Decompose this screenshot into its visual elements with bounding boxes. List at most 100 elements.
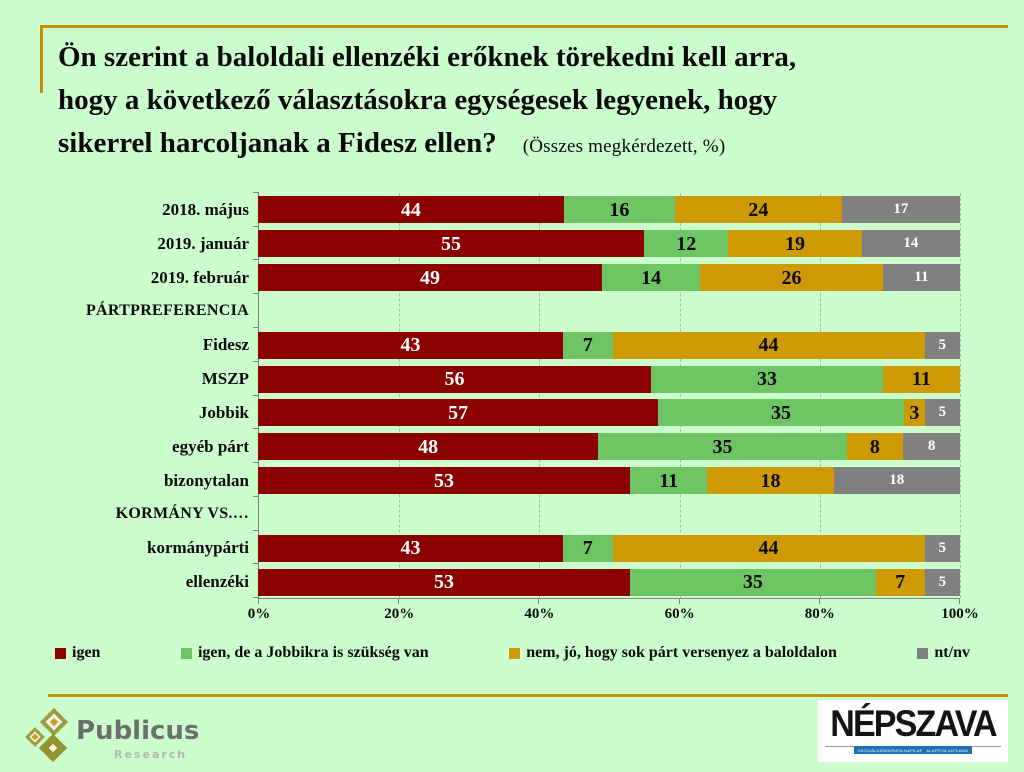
diamond-dot bbox=[49, 717, 59, 727]
publicus-logo: Publicus Research bbox=[14, 707, 214, 764]
x-axis-label: 60% bbox=[664, 606, 695, 622]
bar-value-label: 8 bbox=[869, 435, 880, 458]
bar: 43 7 44 5 bbox=[258, 331, 960, 359]
bar-value-label: 14 bbox=[903, 235, 919, 252]
bar-value-label: 12 bbox=[676, 232, 697, 255]
bar-segment: 55 bbox=[258, 230, 645, 258]
gridline bbox=[539, 193, 541, 598]
bar: 53 35 7 5 bbox=[258, 568, 960, 596]
bar-segment: 12 bbox=[644, 230, 729, 258]
legend-label: igen, de a Jobbikra is szükség van bbox=[197, 644, 429, 661]
bar-segment: 5 bbox=[924, 568, 960, 596]
bar: 44 16 24 17 bbox=[258, 196, 960, 224]
bar-value-label: 17 bbox=[893, 201, 909, 218]
bar-segment: 11 bbox=[882, 264, 960, 292]
chart-row: 2019. január 55 12 19 14 bbox=[0, 227, 960, 261]
title-line-1: Ön szerint a baloldali ellenzéki erőknek… bbox=[58, 41, 797, 73]
bar-value-label: 11 bbox=[659, 469, 679, 492]
bar-segment: 43 bbox=[258, 331, 563, 359]
bar-segment: 53 bbox=[258, 568, 631, 596]
bar-segment: 3 bbox=[903, 399, 925, 427]
bar: 53 11 18 18 bbox=[258, 467, 960, 495]
title-line-3: sikerrel harcoljanak a Fidesz ellen? (Öss… bbox=[58, 122, 1008, 168]
bar-segment: 11 bbox=[630, 467, 708, 495]
bar-value-label: 44 bbox=[400, 198, 421, 221]
category-label: egyéb párt bbox=[172, 436, 249, 456]
publicus-diamond-icon bbox=[39, 707, 69, 737]
gridline bbox=[960, 193, 961, 598]
bar bbox=[258, 501, 960, 528]
nepszava-wordmark: NÉPSZAVA bbox=[830, 703, 997, 744]
bar-value-label: 16 bbox=[609, 198, 630, 221]
x-axis-label: 80% bbox=[804, 606, 835, 622]
bar-segment: 18 bbox=[833, 467, 960, 495]
legend-label: nt/nv bbox=[934, 644, 970, 661]
category-label: bizonytalan bbox=[163, 470, 249, 490]
legend-swatch bbox=[917, 647, 929, 659]
y-axis-tick bbox=[253, 529, 259, 531]
bar-segment: 33 bbox=[651, 365, 883, 393]
bar: 48 35 8 8 bbox=[258, 433, 960, 461]
y-axis-tick bbox=[253, 461, 259, 463]
y-axis-tick bbox=[253, 192, 259, 193]
legend-label: nem, jó, hogy sok párt versenyez a balol… bbox=[526, 644, 837, 661]
bar-value-label: 44 bbox=[758, 334, 779, 357]
bar-value-label: 5 bbox=[938, 573, 947, 590]
bar-value-label: 56 bbox=[444, 368, 465, 391]
bar-value-label: 48 bbox=[418, 435, 439, 458]
bar-value-label: 55 bbox=[441, 232, 462, 255]
legend-swatch bbox=[180, 647, 192, 659]
bar bbox=[258, 298, 960, 325]
section-header-label: KORMÁNY VS.… bbox=[115, 505, 249, 523]
legend-swatch bbox=[55, 647, 66, 659]
bar-segment: 49 bbox=[258, 264, 602, 292]
bar-value-label: 43 bbox=[400, 537, 421, 560]
bar-segment: 14 bbox=[861, 230, 960, 258]
category-label: kormánypárti bbox=[147, 538, 249, 558]
stacked-bar-chart: 0% 20% 40% 60% 80% 100% 2018. május 44 16 24 17 20… bbox=[0, 192, 1008, 663]
x-axis-tick bbox=[538, 599, 540, 604]
bar-value-label: 33 bbox=[756, 368, 777, 391]
bar-value-label: 11 bbox=[911, 368, 931, 391]
bar-value-label: 7 bbox=[895, 571, 906, 594]
bar-value-label: 44 bbox=[758, 537, 779, 560]
bar: 56 33 11 bbox=[258, 365, 960, 393]
y-axis-tick bbox=[253, 428, 259, 430]
bar-value-label: 7 bbox=[582, 334, 593, 357]
category-label: 2018. május bbox=[162, 199, 249, 219]
category-label: 2019. január bbox=[157, 233, 249, 253]
page-title: Ön szerint a baloldali ellenzéki erőknek… bbox=[58, 36, 1008, 168]
bar-segment: 57 bbox=[258, 399, 659, 427]
legend-swatch bbox=[509, 647, 521, 659]
bar-segment: 24 bbox=[675, 196, 842, 224]
category-label: Jobbik bbox=[198, 402, 249, 422]
x-axis-tick bbox=[258, 599, 259, 604]
bar-segment: 19 bbox=[728, 230, 862, 258]
bar-segment: 44 bbox=[258, 196, 564, 224]
gridline bbox=[819, 193, 821, 598]
bottom-accent-line bbox=[48, 694, 1008, 697]
title-note: (Összes megkérdezett, %) bbox=[522, 136, 726, 157]
bar: 57 35 3 5 bbox=[258, 399, 960, 427]
legend-item: igen bbox=[55, 644, 100, 662]
chart-row: Jobbik 57 35 3 5 bbox=[0, 396, 960, 430]
chart-row: MSZP 56 33 11 bbox=[0, 362, 960, 396]
bar-segment: 35 bbox=[630, 568, 876, 596]
bar-segment: 8 bbox=[846, 433, 904, 461]
x-axis-tick bbox=[678, 599, 680, 604]
bar-segment: 56 bbox=[258, 365, 652, 393]
x-axis-tick bbox=[959, 599, 960, 604]
legend-item: nem, jó, hogy sok párt versenyez a balol… bbox=[509, 644, 837, 662]
x-axis-label: 100% bbox=[941, 606, 979, 622]
y-axis-tick bbox=[253, 225, 259, 227]
chart-row: 2018. május 44 16 24 17 bbox=[0, 193, 960, 227]
bar: 49 14 26 11 bbox=[258, 264, 960, 292]
category-label: MSZP bbox=[201, 369, 249, 389]
y-axis-tick bbox=[253, 394, 259, 396]
y-axis-tick bbox=[253, 495, 259, 497]
bar-segment: 5 bbox=[924, 399, 960, 427]
chart-row: 2019. február 49 14 26 11 bbox=[0, 261, 960, 295]
bar-value-label: 53 bbox=[434, 469, 455, 492]
x-axis-label: 0% bbox=[247, 606, 271, 622]
y-axis-tick bbox=[253, 326, 259, 328]
